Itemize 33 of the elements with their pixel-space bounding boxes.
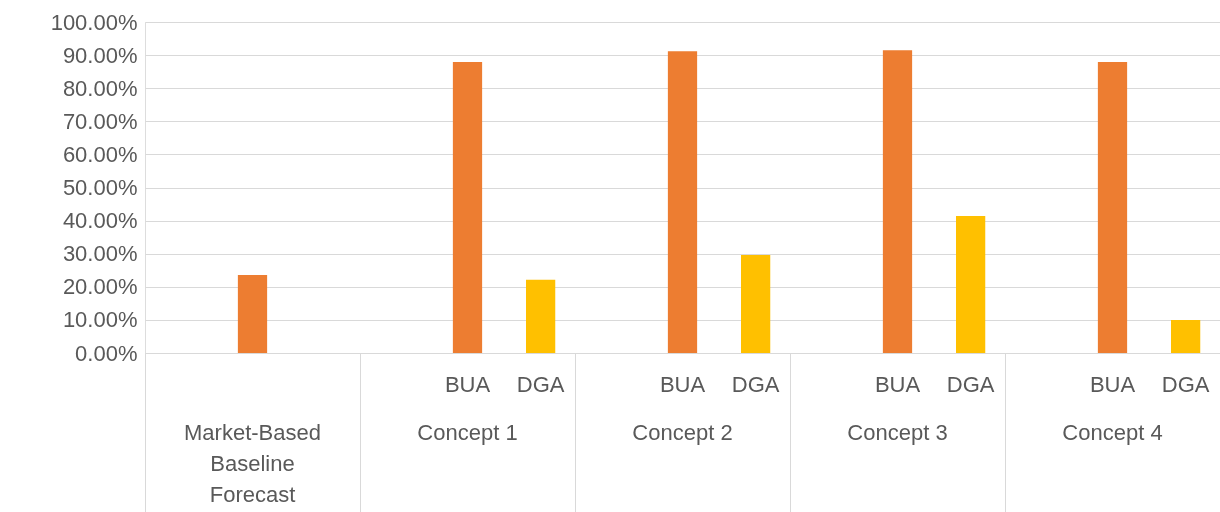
bar: [741, 255, 771, 353]
text: DGA: [731, 372, 780, 397]
text: BUA: [874, 372, 921, 397]
series-label: DGA: [516, 372, 565, 397]
y-tick-label: 0.00%: [75, 340, 138, 366]
bar: [882, 50, 913, 353]
x-tick-label: Concept 2: [632, 420, 733, 445]
y-tick-label: 90.00%: [62, 42, 138, 68]
bar: [452, 62, 483, 353]
y-tick-label: 80.00%: [62, 75, 138, 101]
text: BUA: [444, 372, 491, 397]
text: DGA: [1161, 372, 1210, 397]
bar: [667, 51, 698, 353]
y-tick-label: 70.00%: [62, 108, 138, 134]
x-tick-label: Concept 3: [847, 420, 948, 445]
y-tick-label: 100.00%: [50, 9, 138, 35]
bar: [237, 274, 268, 353]
y-tick-label: 60.00%: [62, 141, 138, 167]
series-label: BUA: [1089, 372, 1136, 397]
y-tick-label: 10.00%: [62, 307, 138, 333]
y-tick-label: 20.00%: [62, 274, 138, 300]
bar: [1171, 319, 1201, 353]
x-tick-label: Concept 4: [1062, 420, 1163, 445]
x-tick-label: Market-Based Baseline Forecast: [184, 420, 321, 507]
y-tick-label: 30.00%: [62, 241, 138, 267]
x-tick-label: Concept 1: [417, 420, 518, 445]
y-tick-label: 50.00%: [62, 175, 138, 200]
bar: [1097, 62, 1128, 353]
bar: [956, 215, 986, 353]
y-tick-label: 40.00%: [62, 208, 138, 234]
text: DGA: [946, 372, 995, 397]
bar: [526, 279, 556, 353]
text: BUA: [659, 372, 706, 397]
